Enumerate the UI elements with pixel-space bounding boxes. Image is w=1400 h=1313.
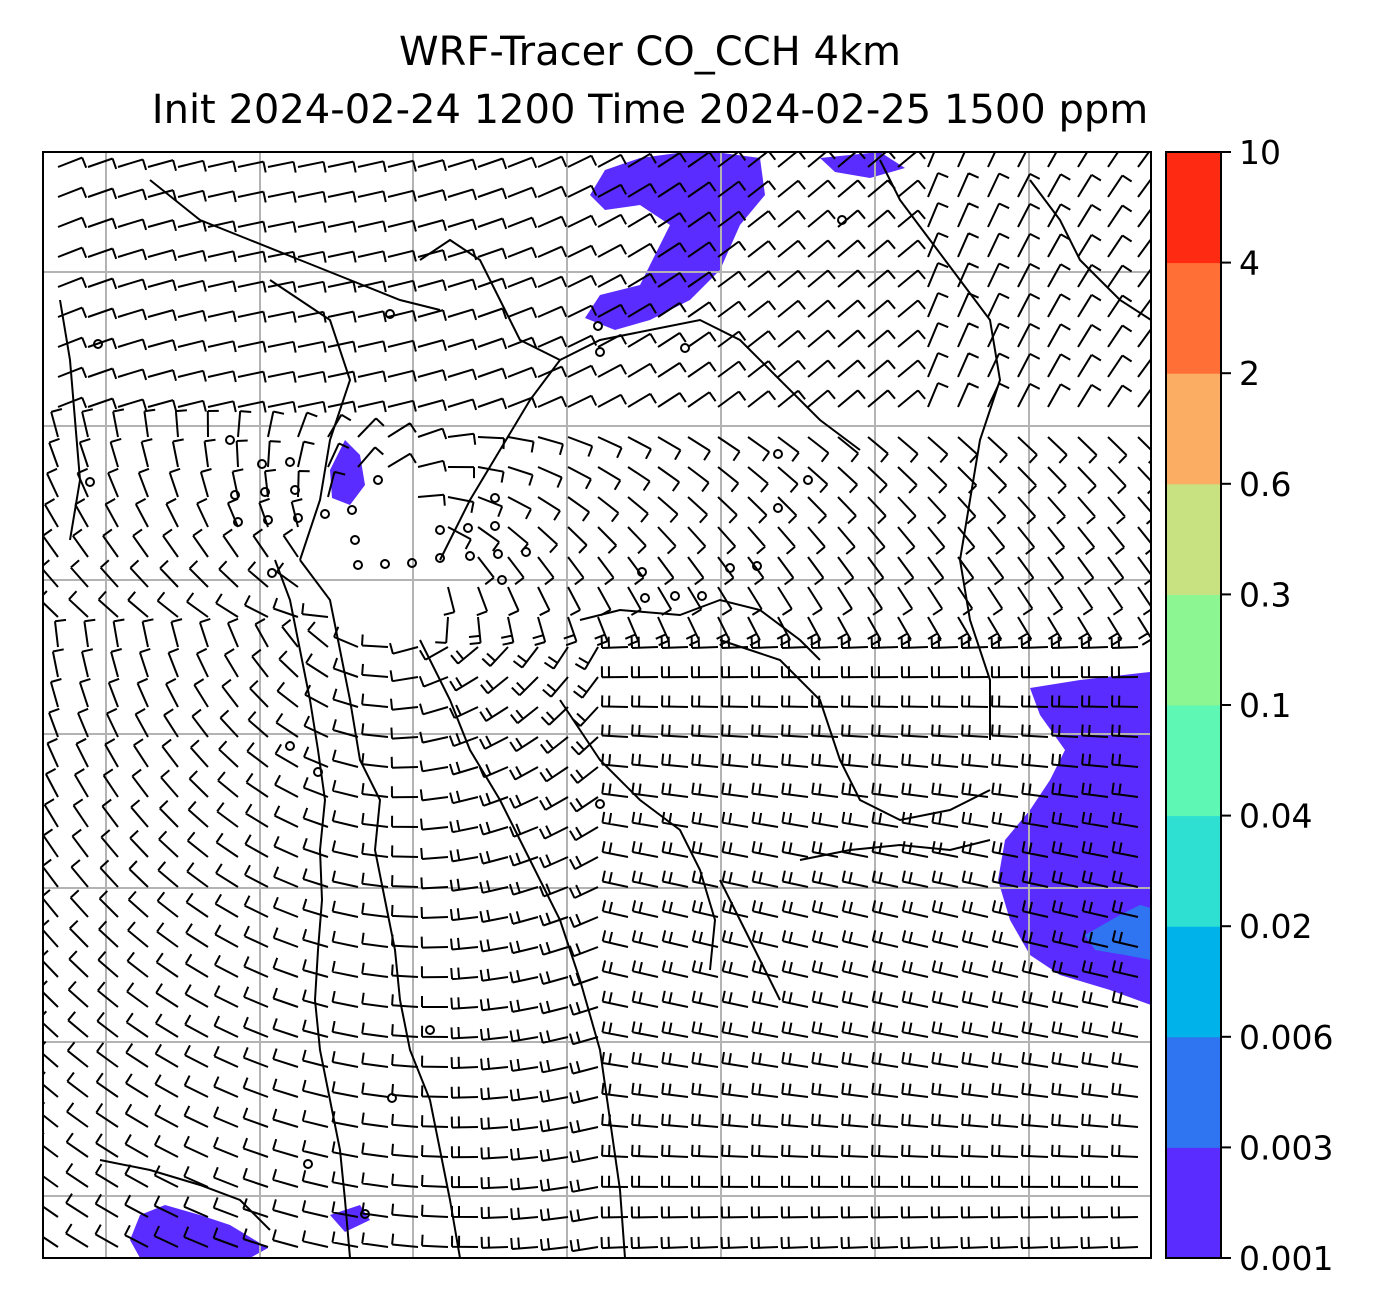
colorbar-tick-label: 0.003 (1239, 1128, 1333, 1167)
colorbar-segment (1166, 262, 1221, 374)
colorbar-tick-label: 0.6 (1239, 465, 1291, 504)
border-line-15 (719, 879, 781, 1001)
colorbar-tick-label: 0.1 (1239, 686, 1291, 725)
border-line-3 (559, 699, 717, 971)
colorbar-segment (1166, 926, 1221, 1038)
colorbar-segment (1166, 705, 1221, 817)
border-line-9 (879, 159, 1002, 740)
border-line-1 (299, 559, 461, 1258)
tracer-patch-northeast (820, 152, 905, 178)
tracer-patch-inland (330, 440, 365, 505)
colorbar-segment (1166, 1036, 1221, 1148)
colorbar-tick-label: 4 (1239, 244, 1260, 283)
calm-wind-markers (85, 215, 847, 1219)
colorbar-segment (1166, 152, 1221, 264)
tracer-patch-south (330, 1205, 370, 1232)
border-line-8 (419, 238, 561, 361)
colorbar-segment (1166, 594, 1221, 706)
border-line-5 (579, 598, 821, 661)
colorbar-tick-label: 0.3 (1239, 575, 1291, 614)
colorbar-tick-label: 0.04 (1239, 797, 1312, 836)
border-line-10 (1029, 179, 1151, 321)
colorbar-tick-label: 0.006 (1239, 1018, 1333, 1057)
colorbar-tick-label: 2 (1239, 354, 1260, 393)
map-frame (42, 151, 1152, 1259)
colorbar-tick-label: 10 (1239, 133, 1281, 172)
wind-barb-field (43, 152, 1151, 1253)
colorbar-tick-label: 0.001 (1239, 1239, 1333, 1278)
wind-barbs (43, 152, 1151, 1253)
border-line-11 (59, 299, 82, 541)
colorbar-segment (1166, 483, 1221, 595)
colorbar-segment (1166, 373, 1221, 485)
border-line-6 (439, 318, 861, 561)
colorbar-segment (1166, 815, 1221, 927)
map-title: WRF-Tracer CO_CCH 4km (398, 29, 902, 75)
border-line-4 (719, 639, 991, 822)
coastline-west (274, 559, 351, 1258)
border-line-7 (269, 279, 352, 561)
map-subtitle: Init 2024-02-24 1200 Time 2024-02-25 150… (151, 87, 1149, 133)
colorbar-tick-label: 0.02 (1239, 907, 1312, 946)
colorbar-segment (1166, 1147, 1221, 1259)
colorbar: 0.001 0.003 0.006 0.02 0.04 0.1 0.3 0.6 2 4 10 (1165, 133, 1333, 1278)
border-line-12 (149, 179, 441, 311)
borders (59, 159, 1151, 1258)
